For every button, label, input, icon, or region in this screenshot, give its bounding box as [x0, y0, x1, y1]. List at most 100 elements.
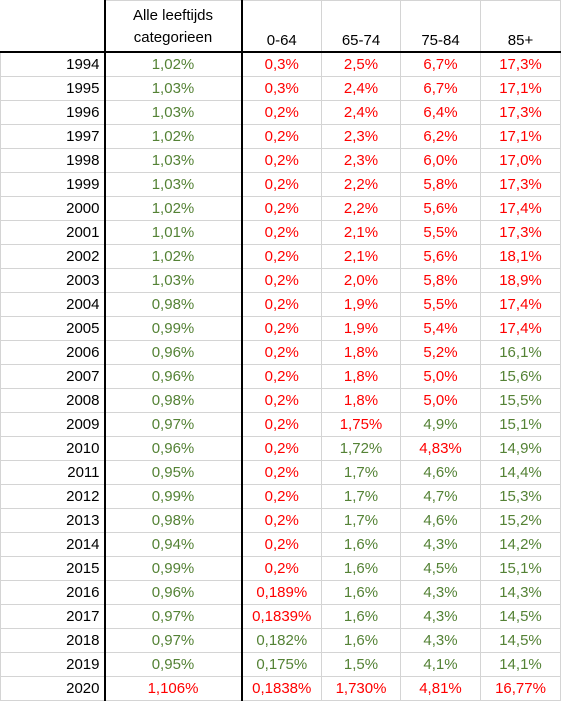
age-75-84-cell: 6,7% [400, 51, 481, 77]
age-0-64-cell: 0,175% [240, 652, 322, 677]
age-75-84-cell: 4,81% [400, 676, 481, 701]
header-85-plus: 85+ [480, 0, 561, 53]
age-75-84-cell: 4,1% [400, 652, 481, 677]
age-85-plus-cell: 14,4% [480, 460, 561, 485]
all-ages-cell: 1,02% [104, 244, 243, 269]
table-row: 2020 1,106% 0,1838% 1,730% 4,81% 16,77% [0, 676, 561, 701]
all-ages-cell: 0,95% [104, 460, 243, 485]
year-cell: 2000 [0, 196, 106, 221]
age-0-64-cell: 0,2% [240, 148, 322, 173]
age-65-74-cell: 2,0% [321, 268, 401, 293]
year-cell: 2003 [0, 268, 106, 293]
all-ages-cell: 0,96% [104, 436, 243, 461]
age-85-plus-cell: 15,3% [480, 484, 561, 509]
all-ages-cell: 0,97% [104, 628, 243, 653]
age-0-64-cell: 0,2% [240, 364, 322, 389]
age-85-plus-cell: 16,77% [480, 676, 561, 701]
all-ages-cell: 0,95% [104, 652, 243, 677]
age-75-84-cell: 5,5% [400, 292, 481, 317]
age-0-64-cell: 0,2% [240, 388, 322, 413]
year-cell: 2010 [0, 436, 106, 461]
age-85-plus-cell: 17,4% [480, 292, 561, 317]
age-85-plus-cell: 15,6% [480, 364, 561, 389]
age-75-84-cell: 6,7% [400, 76, 481, 101]
age-85-plus-cell: 18,1% [480, 244, 561, 269]
age-0-64-cell: 0,2% [240, 292, 322, 317]
all-ages-cell: 1,03% [104, 100, 243, 125]
age-65-74-cell: 1,75% [321, 412, 401, 437]
table-row: 2013 0,98% 0,2% 1,7% 4,6% 15,2% [0, 508, 561, 533]
table-row: 2006 0,96% 0,2% 1,8% 5,2% 16,1% [0, 340, 561, 365]
age-65-74-cell: 1,9% [321, 292, 401, 317]
age-0-64-cell: 0,1839% [240, 604, 322, 629]
year-cell: 2014 [0, 532, 106, 557]
age-65-74-cell: 2,4% [321, 100, 401, 125]
age-65-74-cell: 1,8% [321, 364, 401, 389]
age-0-64-cell: 0,2% [240, 460, 322, 485]
age-65-74-cell: 1,5% [321, 652, 401, 677]
year-cell: 2011 [0, 460, 106, 485]
header-row: Alle leeftijds categorieen 0-64 65-74 75… [0, 0, 561, 53]
age-75-84-cell: 4,3% [400, 532, 481, 557]
age-75-84-cell: 4,5% [400, 556, 481, 581]
table-row: 2007 0,96% 0,2% 1,8% 5,0% 15,6% [0, 364, 561, 389]
header-0-64: 0-64 [240, 0, 322, 53]
age-65-74-cell: 1,6% [321, 532, 401, 557]
table-row: 2005 0,99% 0,2% 1,9% 5,4% 17,4% [0, 316, 561, 341]
table-row: 2000 1,02% 0,2% 2,2% 5,6% 17,4% [0, 196, 561, 221]
table-row: 1998 1,03% 0,2% 2,3% 6,0% 17,0% [0, 148, 561, 173]
age-65-74-cell: 1,8% [321, 388, 401, 413]
age-85-plus-cell: 14,5% [480, 628, 561, 653]
year-cell: 2007 [0, 364, 106, 389]
table-row: 2019 0,95% 0,175% 1,5% 4,1% 14,1% [0, 652, 561, 677]
age-75-84-cell: 5,8% [400, 172, 481, 197]
all-ages-cell: 1,03% [104, 148, 243, 173]
table-body: 1994 1,02% 0,3% 2,5% 6,7% 17,3% 1995 1,03% 0,3% 2… [0, 51, 561, 701]
table-row: 2015 0,99% 0,2% 1,6% 4,5% 15,1% [0, 556, 561, 581]
all-ages-cell: 0,99% [104, 484, 243, 509]
age-75-84-cell: 5,6% [400, 196, 481, 221]
age-85-plus-cell: 15,2% [480, 508, 561, 533]
age-65-74-cell: 2,5% [321, 51, 401, 77]
all-ages-cell: 0,96% [104, 340, 243, 365]
all-ages-cell: 1,03% [104, 76, 243, 101]
age-75-84-cell: 5,0% [400, 388, 481, 413]
year-cell: 2002 [0, 244, 106, 269]
age-0-64-cell: 0,2% [240, 484, 322, 509]
age-75-84-cell: 4,83% [400, 436, 481, 461]
age-85-plus-cell: 17,3% [480, 51, 561, 77]
all-ages-cell: 0,97% [104, 604, 243, 629]
age-75-84-cell: 5,2% [400, 340, 481, 365]
age-65-74-cell: 2,4% [321, 76, 401, 101]
age-65-74-cell: 1,6% [321, 604, 401, 629]
year-cell: 2006 [0, 340, 106, 365]
all-ages-cell: 0,98% [104, 388, 243, 413]
age-85-plus-cell: 14,3% [480, 580, 561, 605]
age-0-64-cell: 0,2% [240, 508, 322, 533]
header-all-ages: Alle leeftijds categorieen [104, 0, 243, 53]
age-65-74-cell: 1,6% [321, 556, 401, 581]
age-0-64-cell: 0,2% [240, 340, 322, 365]
table-row: 2014 0,94% 0,2% 1,6% 4,3% 14,2% [0, 532, 561, 557]
table-row: 2001 1,01% 0,2% 2,1% 5,5% 17,3% [0, 220, 561, 245]
age-75-84-cell: 4,6% [400, 508, 481, 533]
age-65-74-cell: 1,72% [321, 436, 401, 461]
year-cell: 2017 [0, 604, 106, 629]
all-ages-cell: 0,98% [104, 508, 243, 533]
age-0-64-cell: 0,3% [240, 51, 322, 77]
year-cell: 1994 [0, 51, 106, 77]
age-75-84-cell: 5,0% [400, 364, 481, 389]
age-0-64-cell: 0,2% [240, 316, 322, 341]
year-cell: 2009 [0, 412, 106, 437]
age-75-84-cell: 4,3% [400, 580, 481, 605]
age-75-84-cell: 5,5% [400, 220, 481, 245]
table-row: 2004 0,98% 0,2% 1,9% 5,5% 17,4% [0, 292, 561, 317]
age-0-64-cell: 0,189% [240, 580, 322, 605]
year-cell: 1995 [0, 76, 106, 101]
age-0-64-cell: 0,2% [240, 172, 322, 197]
year-cell: 1999 [0, 172, 106, 197]
age-65-74-cell: 1,7% [321, 460, 401, 485]
header-corner [0, 0, 106, 53]
age-65-74-cell: 2,2% [321, 172, 401, 197]
